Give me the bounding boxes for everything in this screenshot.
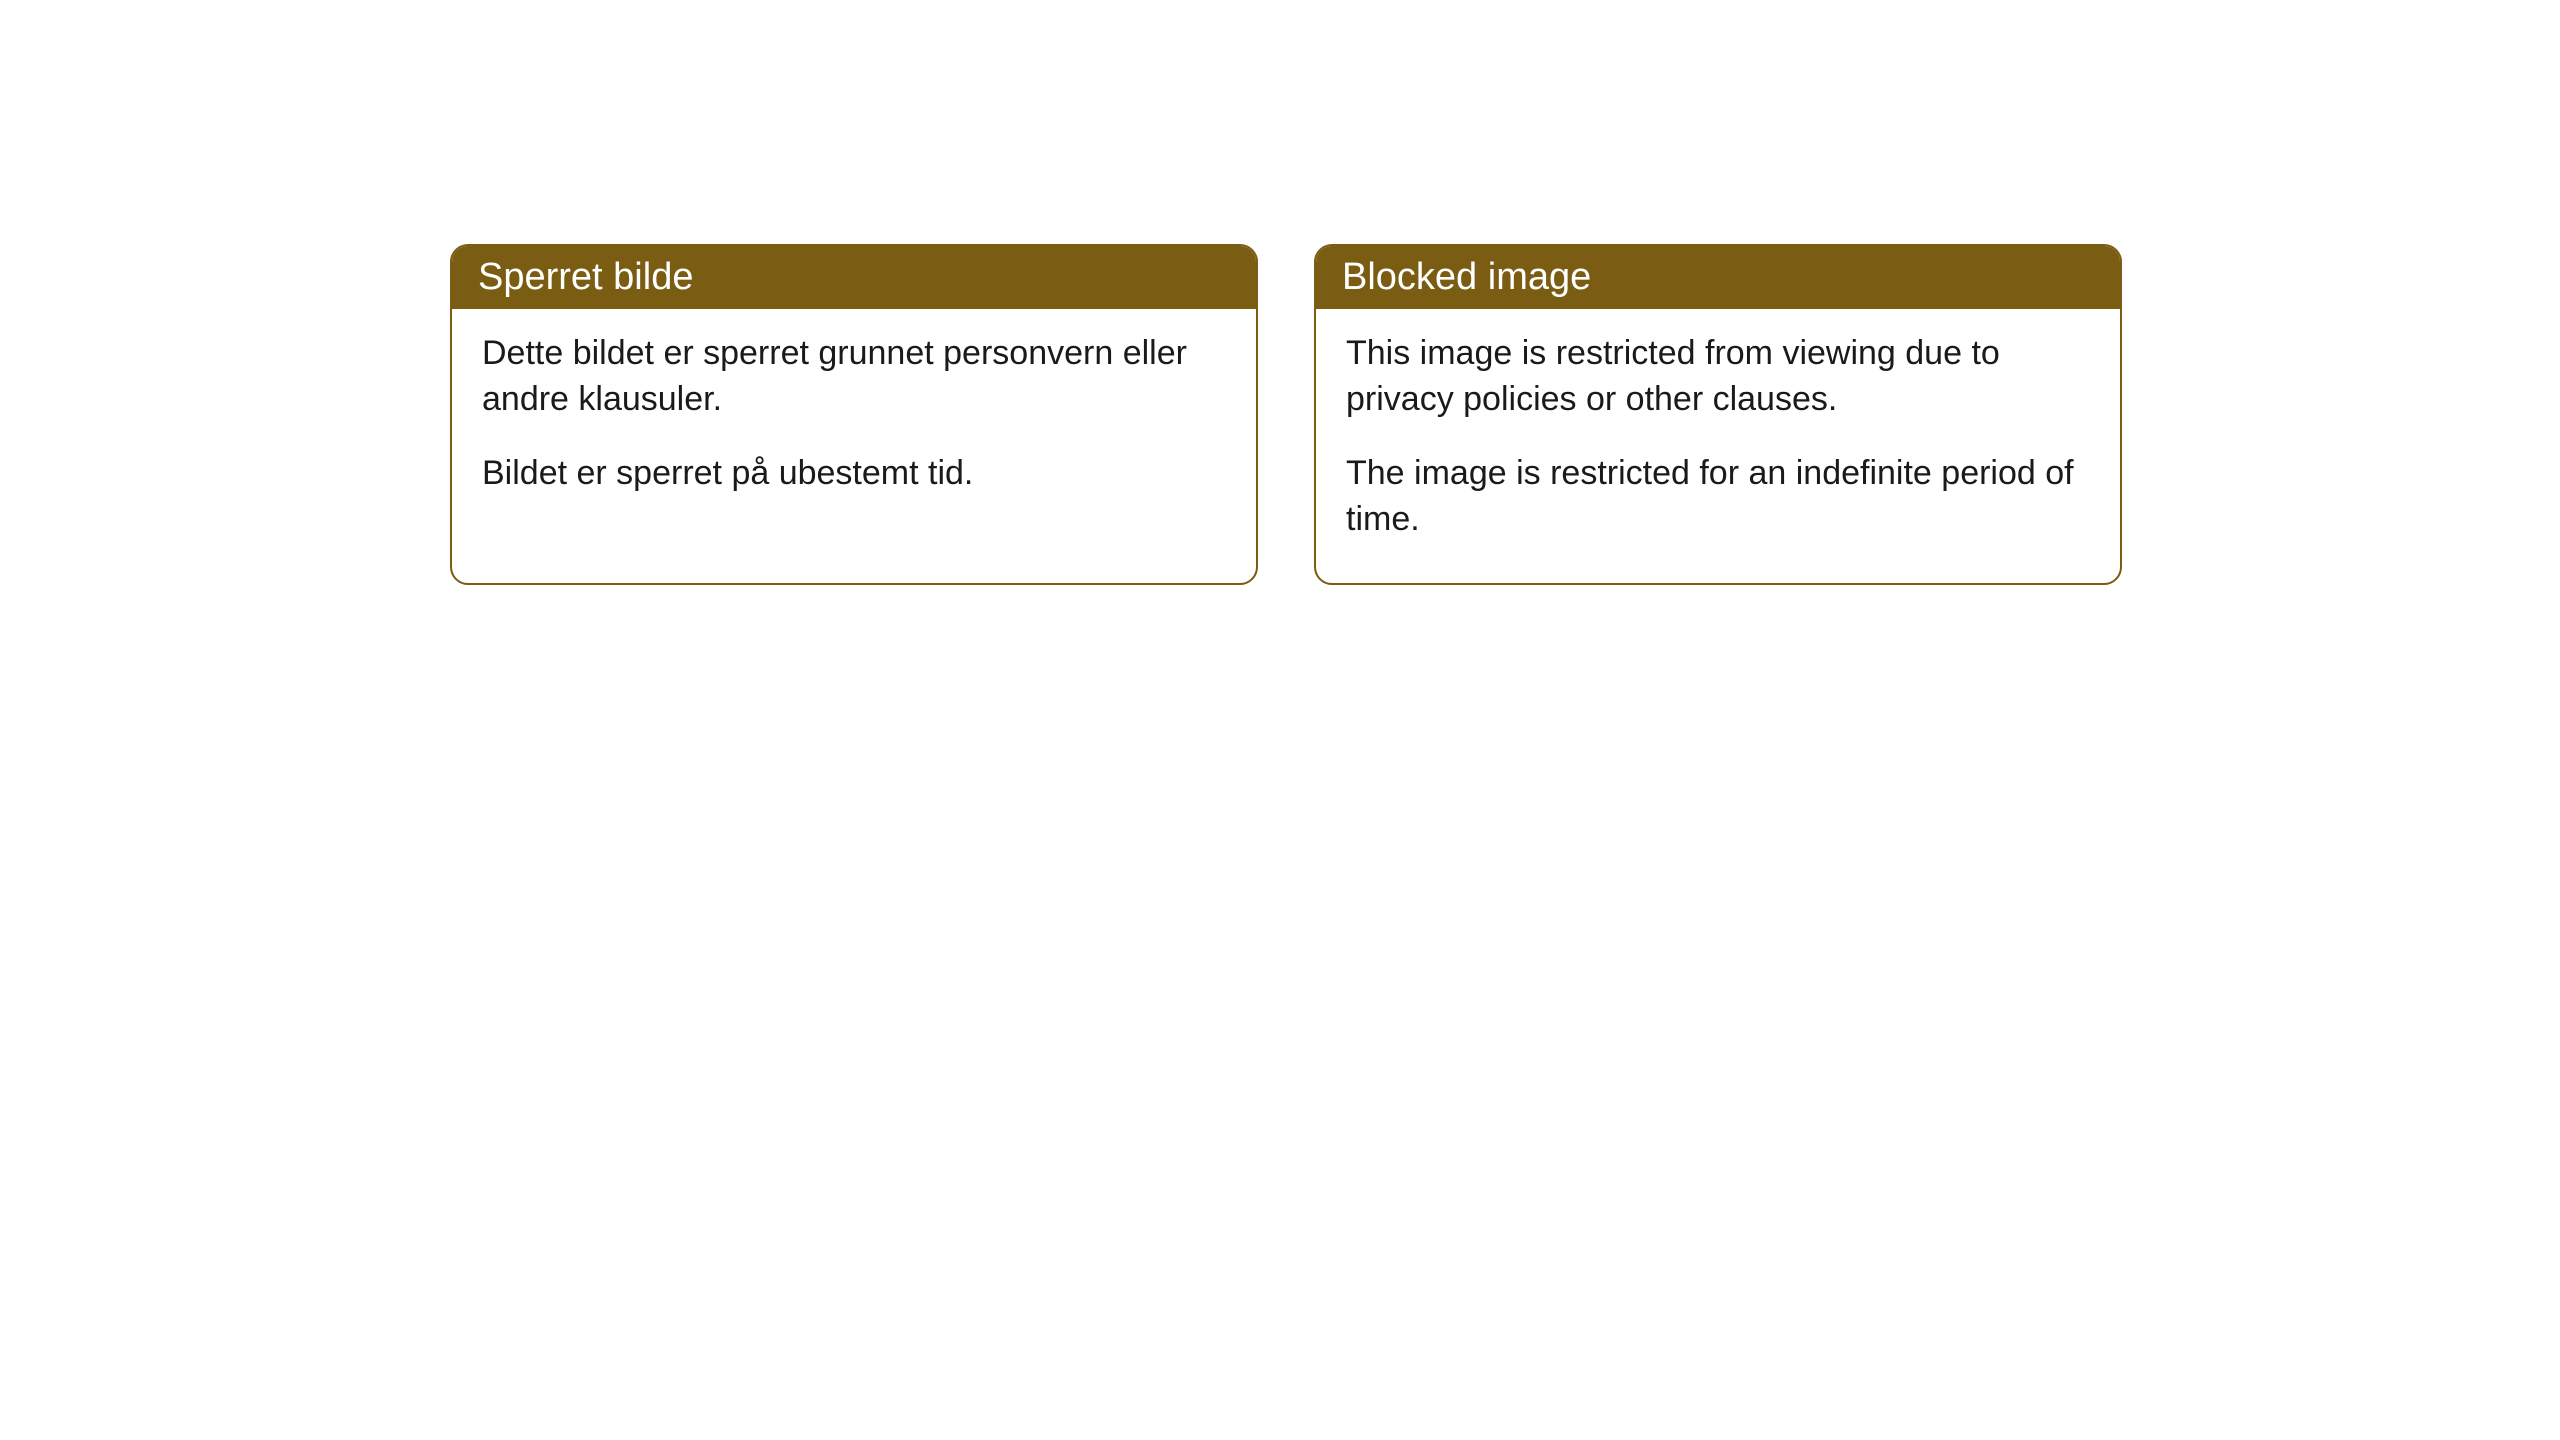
paragraph-duration-english: The image is restricted for an indefinit… (1346, 451, 2090, 543)
card-header-english: Blocked image (1316, 246, 2120, 309)
paragraph-duration-norwegian: Bildet er sperret på ubestemt tid. (482, 451, 1226, 497)
paragraph-reason-english: This image is restricted from viewing du… (1346, 331, 2090, 423)
notice-card-norwegian: Sperret bilde Dette bildet er sperret gr… (450, 244, 1258, 585)
card-header-norwegian: Sperret bilde (452, 246, 1256, 309)
notice-container: Sperret bilde Dette bildet er sperret gr… (450, 244, 2122, 585)
paragraph-reason-norwegian: Dette bildet er sperret grunnet personve… (482, 331, 1226, 423)
card-body-norwegian: Dette bildet er sperret grunnet personve… (452, 309, 1256, 537)
notice-card-english: Blocked image This image is restricted f… (1314, 244, 2122, 585)
card-body-english: This image is restricted from viewing du… (1316, 309, 2120, 583)
